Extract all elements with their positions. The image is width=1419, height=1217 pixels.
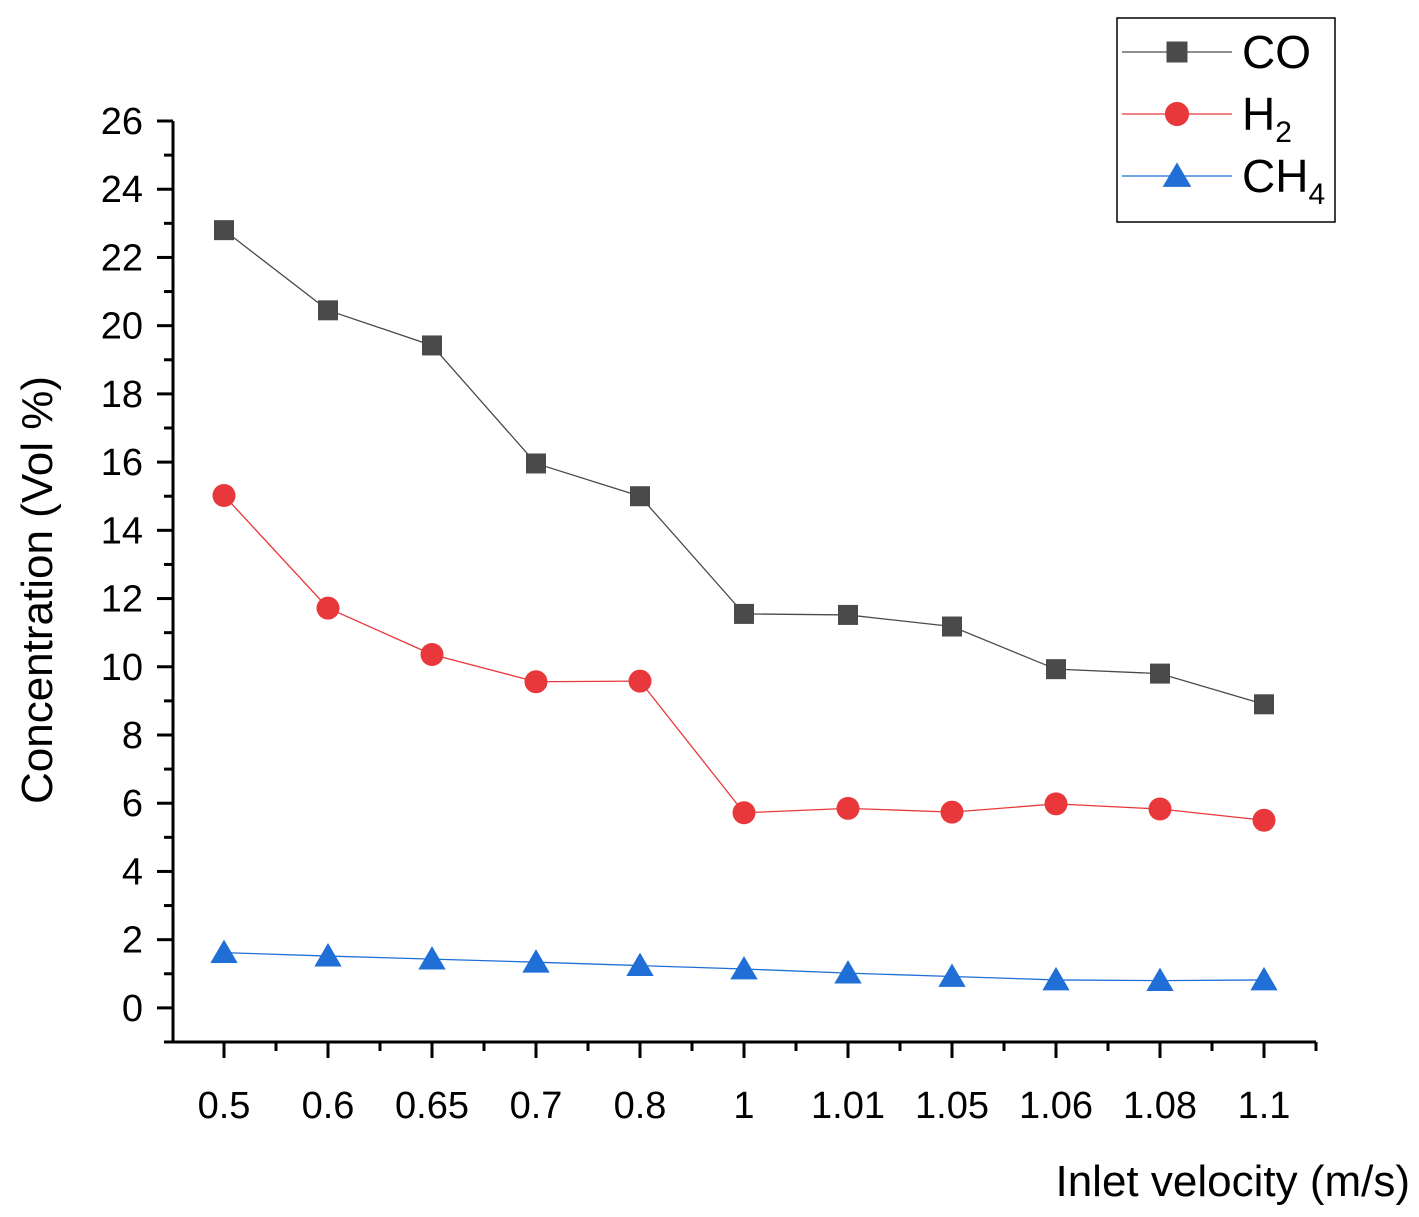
y-axis-title: Concentration (Vol %) bbox=[13, 376, 62, 804]
data-point-co bbox=[1150, 663, 1170, 684]
data-point-co bbox=[734, 603, 754, 624]
series-layer bbox=[210, 220, 1278, 991]
data-point-h2 bbox=[1252, 808, 1276, 832]
y-tick-label: 6 bbox=[122, 783, 143, 825]
legend-marker-h2 bbox=[1164, 101, 1190, 127]
x-tick-label: 0.8 bbox=[614, 1085, 667, 1127]
data-point-h2 bbox=[316, 596, 340, 620]
data-point-ch4 bbox=[418, 946, 446, 970]
series-co bbox=[214, 220, 1274, 715]
data-point-ch4 bbox=[210, 939, 238, 964]
y-tick-label: 8 bbox=[122, 715, 143, 757]
data-point-h2 bbox=[212, 484, 236, 508]
x-tick-label: 1.06 bbox=[1019, 1085, 1093, 1127]
y-tick-label: 12 bbox=[101, 579, 143, 621]
data-point-ch4 bbox=[938, 963, 966, 987]
data-point-h2 bbox=[1044, 792, 1068, 816]
data-point-ch4 bbox=[730, 956, 758, 980]
x-tick-label: 1.1 bbox=[1238, 1085, 1291, 1127]
x-tick-label: 1.01 bbox=[811, 1085, 885, 1127]
y-tick-label: 26 bbox=[101, 101, 143, 143]
data-point-h2 bbox=[1148, 797, 1172, 821]
y-tick-label: 2 bbox=[122, 920, 143, 962]
data-point-h2 bbox=[524, 670, 548, 694]
legend-label-ch4: CH4 bbox=[1242, 150, 1325, 211]
y-tick-label: 18 bbox=[101, 374, 143, 416]
data-point-ch4 bbox=[626, 952, 654, 976]
y-tick-label: 14 bbox=[101, 510, 143, 552]
x-tick-label: 1.05 bbox=[915, 1085, 989, 1127]
data-point-co bbox=[838, 604, 858, 625]
x-tick-label: 0.65 bbox=[395, 1085, 469, 1127]
data-point-ch4 bbox=[522, 949, 550, 973]
legend-label-h2: H2 bbox=[1242, 88, 1292, 149]
y-tick-label: 16 bbox=[101, 442, 143, 484]
legend-marker-co bbox=[1166, 41, 1188, 63]
data-point-co bbox=[422, 335, 442, 356]
y-tick-label: 4 bbox=[122, 851, 143, 893]
series-h2 bbox=[212, 484, 1276, 832]
x-tick-label: 1 bbox=[733, 1085, 754, 1127]
series-line-h2 bbox=[223, 495, 1265, 821]
data-point-ch4 bbox=[314, 943, 342, 967]
x-axis-title: Inlet velocity (m/s) bbox=[1055, 1157, 1410, 1206]
data-point-ch4 bbox=[1146, 967, 1174, 991]
data-point-ch4 bbox=[1042, 966, 1070, 991]
y-tick-label: 10 bbox=[101, 647, 143, 689]
data-point-h2 bbox=[628, 669, 652, 693]
data-point-ch4 bbox=[1250, 966, 1278, 991]
y-tick-label: 20 bbox=[101, 306, 143, 348]
data-point-co bbox=[1254, 694, 1274, 715]
y-tick-label: 22 bbox=[101, 237, 143, 279]
series-ch4 bbox=[210, 939, 1278, 991]
y-tick-label: 24 bbox=[101, 169, 143, 211]
data-point-co bbox=[214, 220, 234, 241]
data-point-h2 bbox=[836, 796, 860, 820]
y-tick-label: 0 bbox=[122, 988, 143, 1030]
data-point-co bbox=[526, 453, 546, 474]
x-tick-label: 0.5 bbox=[198, 1085, 251, 1127]
data-point-co bbox=[318, 300, 338, 321]
data-point-co bbox=[1046, 659, 1066, 680]
series-line-co bbox=[223, 229, 1265, 705]
data-point-h2 bbox=[420, 642, 444, 666]
x-tick-label: 0.6 bbox=[302, 1085, 355, 1127]
legend-label-co: CO bbox=[1242, 26, 1311, 78]
x-tick-label: 1.08 bbox=[1123, 1085, 1197, 1127]
data-point-co bbox=[630, 486, 650, 507]
data-point-co bbox=[942, 616, 962, 637]
x-tick-label: 0.7 bbox=[510, 1085, 563, 1127]
data-point-h2 bbox=[732, 801, 756, 825]
legend-marker-ch4 bbox=[1162, 162, 1192, 187]
data-point-h2 bbox=[940, 800, 964, 824]
data-point-ch4 bbox=[834, 960, 862, 984]
